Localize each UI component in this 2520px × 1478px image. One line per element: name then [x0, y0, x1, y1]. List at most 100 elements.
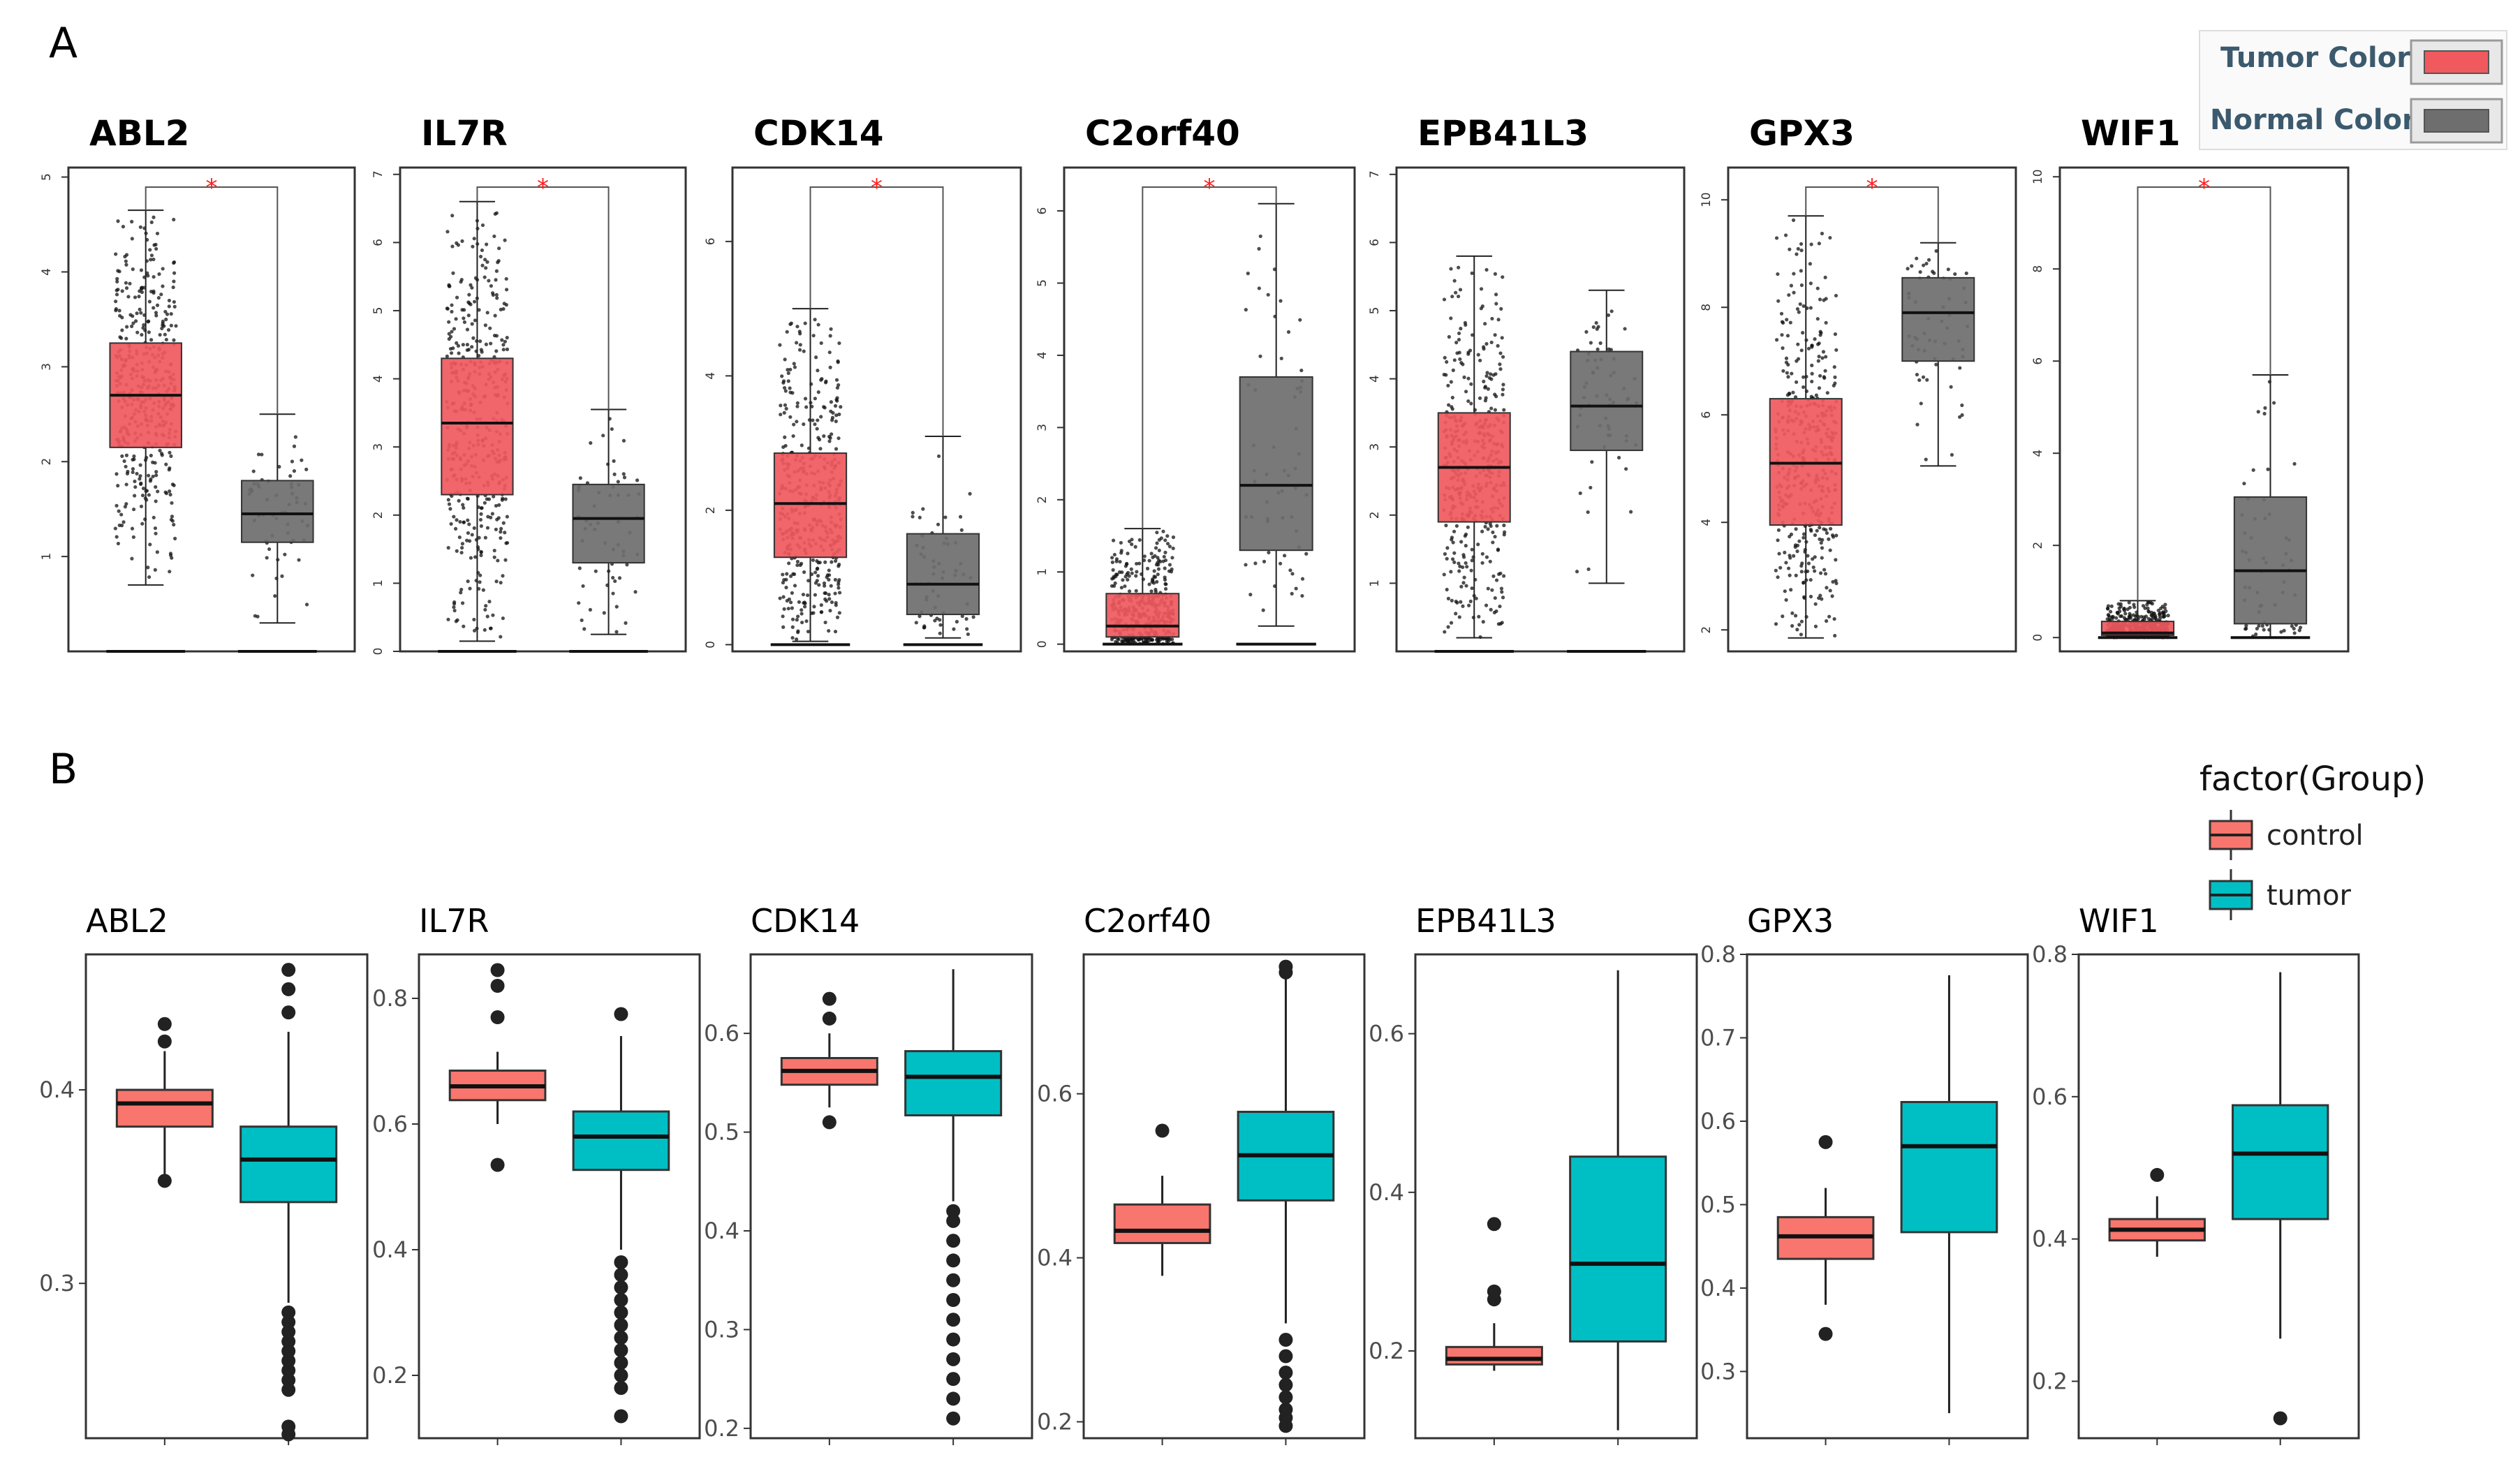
normal-point: [1257, 246, 1261, 251]
tumor-point: [1778, 566, 1783, 570]
tumor-point: [1137, 561, 1142, 566]
tumor-point: [447, 320, 451, 324]
tumor-point: [494, 503, 499, 508]
tumor-point: [1494, 394, 1498, 399]
tumor-point: [786, 367, 790, 372]
tumor-point: [1164, 637, 1168, 641]
control-outlier: [490, 1158, 505, 1172]
tumor-point: [133, 319, 138, 323]
tumor-point: [837, 591, 842, 595]
tumor-point: [131, 321, 135, 325]
tumor-point: [500, 338, 504, 342]
tumor-point: [496, 260, 500, 265]
tumor-point: [1154, 546, 1158, 550]
tumor-point: [167, 468, 171, 472]
tumor-point: [824, 379, 828, 383]
tumor-point: [1781, 614, 1785, 619]
tumor-point: [1797, 623, 1801, 627]
y-tick-label: 3: [1368, 443, 1382, 451]
tumor-point: [472, 237, 476, 241]
tumor-point: [785, 330, 789, 334]
tumor-point: [483, 258, 487, 262]
tumor-point: [154, 470, 159, 474]
normal-box: [241, 480, 314, 543]
normal-point: [2292, 461, 2297, 466]
tumor-point: [120, 328, 124, 332]
tumor-point: [1454, 341, 1459, 345]
tumor-point: [792, 422, 796, 427]
tumor-point: [1820, 597, 1824, 601]
tumor-point: [1155, 541, 1159, 545]
tumor-point: [1171, 546, 1175, 551]
tumor-point: [1788, 534, 1792, 539]
tumor-point: [827, 568, 831, 572]
normal-point: [267, 547, 272, 552]
tumor-point: [1157, 548, 1161, 553]
tumor-point: [160, 326, 164, 331]
tumor-point: [1156, 572, 1160, 577]
tumor-point: [795, 559, 800, 564]
tumor-outlier: [2273, 1411, 2287, 1426]
tumor-point: [1462, 575, 1466, 579]
tumor-point: [836, 360, 840, 364]
tumor-point: [1444, 373, 1448, 377]
tumor-point: [501, 616, 505, 621]
tumor-outlier: [946, 1204, 961, 1218]
tumor-point: [501, 521, 506, 525]
tumor-point: [151, 474, 155, 479]
normal-point: [1283, 554, 1287, 558]
tumor-point: [1793, 614, 1798, 618]
normal-point: [1589, 485, 1593, 490]
legend-a-normal-label: Normal Color: [2210, 104, 2416, 136]
tumor-point: [120, 454, 124, 458]
tumor-outlier: [614, 1007, 628, 1021]
tumor-point: [157, 272, 161, 276]
normal-point: [966, 632, 970, 637]
tumor-point: [1446, 383, 1450, 387]
tumor-outlier: [614, 1343, 628, 1357]
normal-point: [2298, 626, 2303, 630]
tumor-point: [1808, 306, 1813, 310]
tumor-point: [783, 357, 787, 362]
tumor-point: [492, 555, 496, 559]
tumor-point: [798, 343, 802, 347]
y-tick-label: 0.4: [39, 1077, 75, 1103]
tumor-point: [1784, 360, 1789, 364]
y-tick-label: 4: [40, 268, 54, 276]
tumor-box: [1105, 593, 1180, 638]
tumor-point: [1780, 320, 1785, 324]
tumor-point: [170, 556, 174, 560]
legend-a-tumor-swatch: [2424, 50, 2489, 74]
tumor-point: [1788, 573, 1792, 577]
tumor-point: [1470, 586, 1474, 591]
tumor-point: [153, 526, 158, 531]
tumor-point: [1123, 584, 1127, 589]
tumor-box: [904, 1050, 1003, 1117]
tumor-point: [1834, 558, 1838, 562]
tumor-point: [147, 330, 151, 334]
significance-star: *: [871, 174, 883, 202]
tumor-point: [124, 281, 128, 285]
tumor-point: [787, 561, 791, 566]
tumor-point: [1459, 584, 1464, 589]
normal-point: [960, 614, 964, 619]
normal-point: [2297, 628, 2301, 633]
normal-point: [936, 522, 941, 526]
tumor-point: [813, 318, 817, 322]
normal-point: [624, 621, 628, 625]
tumor-point: [505, 540, 510, 545]
tumor-point: [1445, 587, 1449, 592]
y-tick-label: 0.4: [1037, 1245, 1073, 1271]
tumor-point: [1833, 332, 1838, 337]
tumor-point: [479, 506, 484, 510]
tumor-point: [2119, 605, 2123, 609]
tumor-point: [829, 400, 834, 404]
tumor-point: [800, 620, 804, 625]
tumor-point: [783, 389, 788, 393]
tumor-point: [169, 517, 173, 522]
tumor-point: [1496, 343, 1500, 348]
tumor-point: [800, 608, 804, 612]
tumor-point: [819, 415, 823, 419]
chart-b-title: GPX3: [1747, 902, 1834, 940]
tumor-point: [124, 286, 129, 290]
